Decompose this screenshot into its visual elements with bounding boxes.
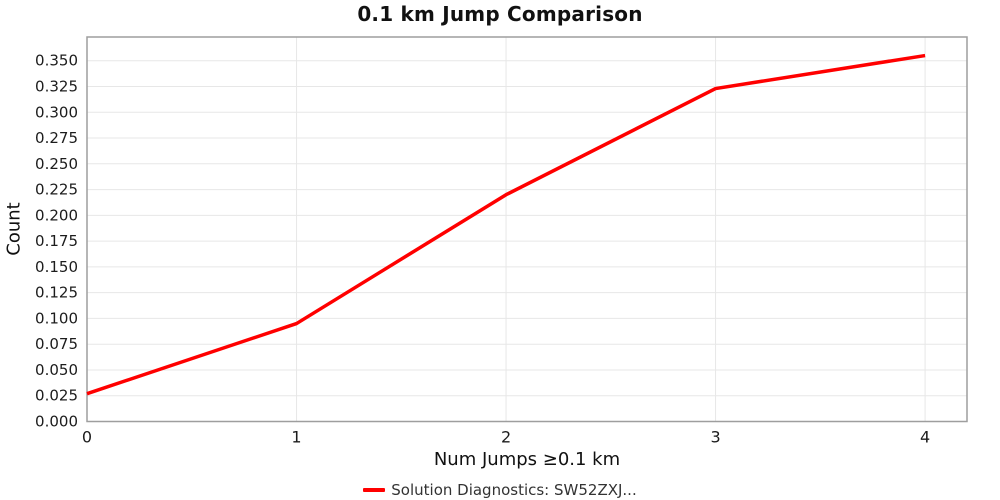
legend-line-swatch (363, 488, 386, 492)
legend: Solution Diagnostics: SW52ZXJ... (0, 480, 1000, 500)
y-tick-label: 0.325 (35, 77, 78, 95)
plot-border (86, 36, 968, 423)
y-tick-label: 0.200 (35, 206, 78, 224)
y-tick-label: 0.100 (35, 309, 78, 327)
legend-label: Solution Diagnostics: SW52ZXJ... (391, 481, 637, 499)
x-tick-label: 2 (501, 428, 511, 447)
y-tick-label: 0.000 (35, 413, 78, 431)
x-tick-label: 0 (82, 428, 92, 447)
y-tick-label: 0.075 (35, 335, 78, 353)
y-tick-label: 0.225 (35, 181, 78, 199)
y-tick-label: 0.250 (35, 155, 78, 173)
y-tick-label: 0.150 (35, 258, 78, 276)
y-tick-label: 0.125 (35, 284, 78, 302)
x-tick-label: 4 (920, 428, 930, 447)
x-tick-label: 1 (291, 428, 301, 447)
x-tick-label: 3 (710, 428, 720, 447)
x-axis-title: Num Jumps ≥0.1 km (433, 449, 621, 470)
y-axis-title: Count (3, 202, 25, 256)
y-tick-label: 0.050 (35, 361, 78, 379)
y-tick-label: 0.350 (35, 52, 78, 70)
y-tick-label: 0.025 (35, 387, 78, 405)
data-line (86, 53, 926, 396)
y-tick-label: 0.175 (35, 232, 78, 250)
chart-title: 0.1 km Jump Comparison (357, 2, 643, 26)
y-tick-label: 0.300 (35, 103, 78, 121)
y-tick-label: 0.275 (35, 129, 78, 147)
